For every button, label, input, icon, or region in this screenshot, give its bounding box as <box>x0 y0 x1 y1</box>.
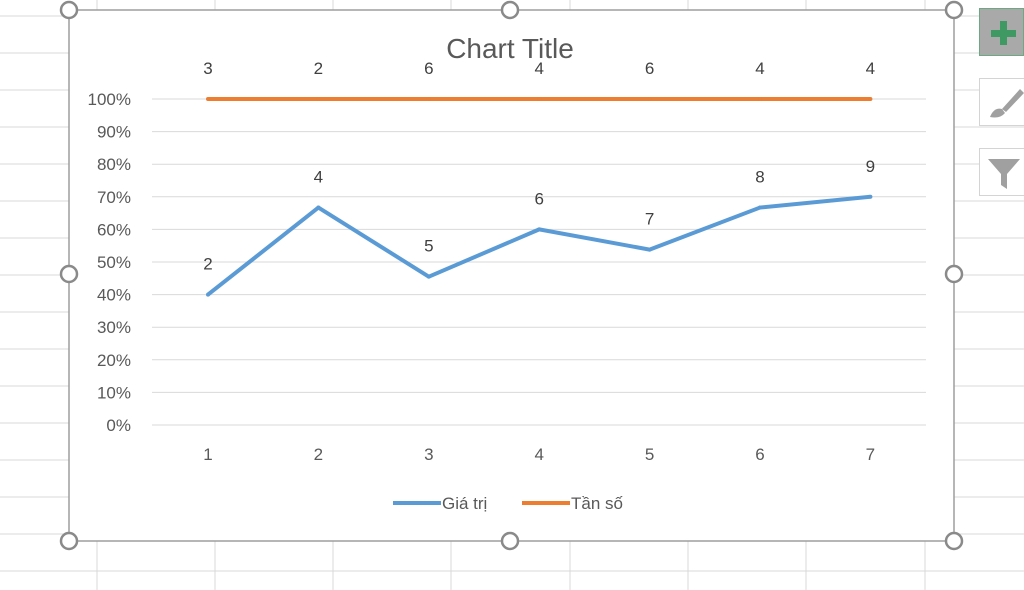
y-tick-label: 80% <box>97 155 131 174</box>
legend-label: Giá trị <box>442 494 487 513</box>
data-point[interactable] <box>868 97 873 101</box>
x-tick-label: 7 <box>866 445 875 464</box>
chart-title[interactable]: Chart Title <box>446 33 574 64</box>
x-tick-label: 6 <box>755 445 764 464</box>
data-label: 6 <box>534 189 543 208</box>
plus-icon <box>991 21 1016 45</box>
data-point[interactable] <box>758 97 762 101</box>
resize-handle[interactable] <box>500 0 520 20</box>
y-tick-label: 100% <box>88 90 131 109</box>
data-label: 5 <box>424 237 433 256</box>
data-label: 4 <box>314 168 323 187</box>
resize-handle[interactable] <box>944 0 964 20</box>
data-point[interactable] <box>537 97 542 101</box>
data-label: 8 <box>755 168 764 187</box>
y-tick-label: 70% <box>97 188 131 207</box>
data-point[interactable] <box>206 97 210 101</box>
data-label: 4 <box>755 59 764 78</box>
resize-handle[interactable] <box>59 0 79 20</box>
resize-handle[interactable] <box>59 264 79 284</box>
y-tick-label: 60% <box>97 220 131 239</box>
data-label: 4 <box>534 59 543 78</box>
resize-handle[interactable] <box>500 531 520 551</box>
data-point[interactable] <box>426 97 431 101</box>
legend-label: Tần số <box>571 494 624 513</box>
chart-styles-button[interactable] <box>979 78 1024 126</box>
y-tick-label: 30% <box>97 318 131 337</box>
data-label: 6 <box>424 59 433 78</box>
data-point[interactable] <box>316 205 321 210</box>
resize-handles[interactable] <box>59 0 964 551</box>
resize-handle[interactable] <box>944 264 964 284</box>
brush-icon <box>990 89 1024 118</box>
y-tick-label: 0% <box>106 416 131 435</box>
x-tick-label: 1 <box>203 445 212 464</box>
chart-area[interactable] <box>68 9 955 542</box>
chart-elements-button[interactable] <box>979 8 1024 56</box>
data-label: 7 <box>645 210 654 229</box>
y-tick-label: 90% <box>97 123 131 142</box>
x-tick-label: 4 <box>534 445 543 464</box>
data-label: 9 <box>866 157 875 176</box>
data-point[interactable] <box>537 227 542 232</box>
x-tick-label: 2 <box>314 445 323 464</box>
resize-handle[interactable] <box>59 531 79 551</box>
data-point[interactable] <box>206 292 210 297</box>
resize-handle[interactable] <box>944 531 964 551</box>
x-tick-label: 5 <box>645 445 654 464</box>
data-label: 3 <box>203 59 212 78</box>
y-tick-label: 10% <box>97 383 131 402</box>
y-tick-label: 40% <box>97 286 131 305</box>
x-tick-label: 3 <box>424 445 433 464</box>
data-label: 2 <box>314 59 323 78</box>
data-point[interactable] <box>647 247 652 252</box>
data-point[interactable] <box>758 205 762 210</box>
y-tick-label: 20% <box>97 351 131 370</box>
y-tick-label: 50% <box>97 253 131 272</box>
data-point[interactable] <box>647 97 652 101</box>
data-label: 2 <box>203 255 212 274</box>
data-label: 6 <box>645 59 654 78</box>
data-point[interactable] <box>316 97 321 101</box>
legend[interactable]: Giá trị Tần số <box>393 494 624 513</box>
data-point[interactable] <box>868 194 873 199</box>
data-point[interactable] <box>426 274 431 279</box>
funnel-icon <box>988 159 1020 189</box>
chart-filters-button[interactable] <box>979 148 1024 196</box>
data-label: 4 <box>866 59 875 78</box>
